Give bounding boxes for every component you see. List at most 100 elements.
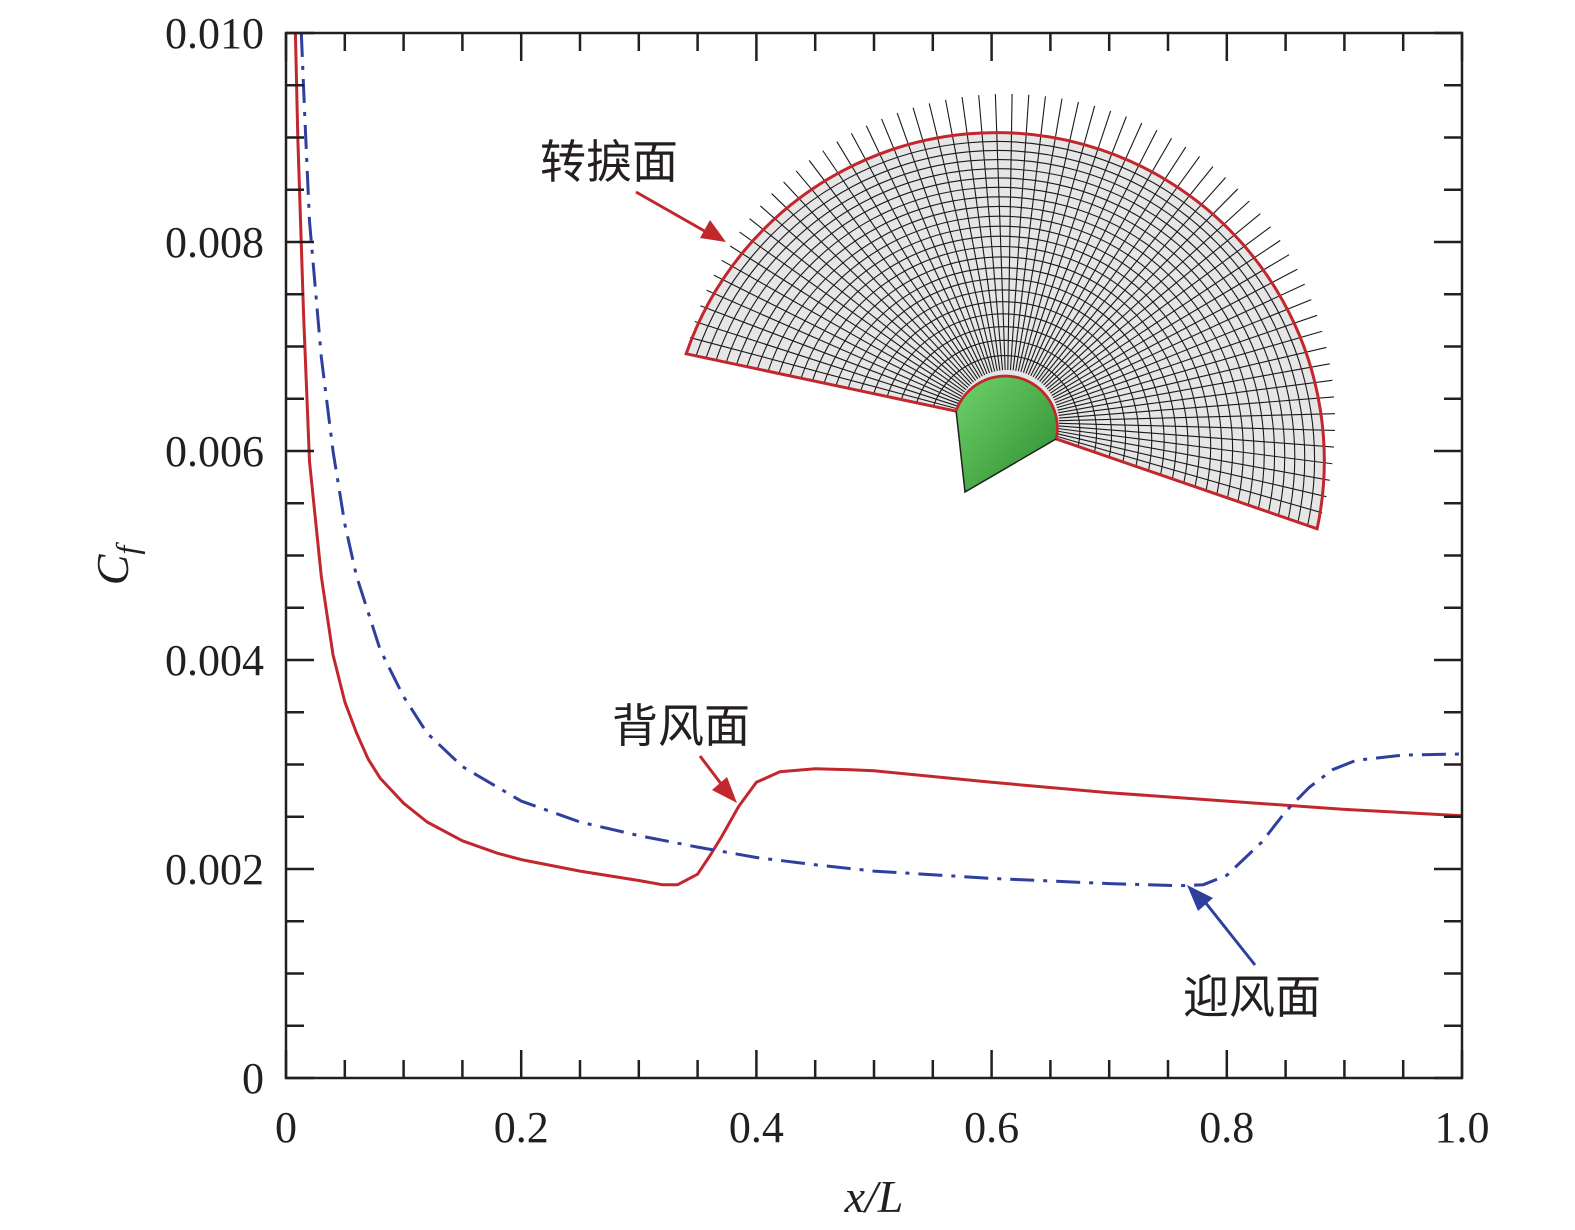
y-tick-label: 0.002 <box>165 845 264 894</box>
y-axis-ticks: 0 0.002 0.004 0.006 0.008 0.010 <box>165 9 1462 1103</box>
mesh-arc-line <box>823 256 1189 483</box>
mesh-arc-line <box>756 196 1255 506</box>
x-tick-label: 0.4 <box>729 1103 784 1152</box>
transition-surface-mesh-illustration <box>684 94 1335 531</box>
y-axis-title: Cf <box>87 542 145 586</box>
y-tick-label: 0 <box>242 1054 264 1103</box>
mesh-radial-line <box>1027 122 1143 375</box>
mesh-radial-line <box>912 107 993 373</box>
mesh-radial-line <box>1046 213 1261 390</box>
annotation-arrow-windward <box>1203 901 1257 966</box>
mesh-radial-line <box>928 103 996 372</box>
mesh-radial-line <box>1052 268 1298 399</box>
mesh-radial-line <box>1030 129 1158 376</box>
mesh-radial-line <box>1037 156 1201 381</box>
mesh-radial-line <box>1025 116 1127 374</box>
mesh-radial-line <box>945 99 998 372</box>
annotation-arrowhead-leeward <box>712 777 737 803</box>
y-tick-label: 0.006 <box>165 427 264 476</box>
mesh-radial-line <box>1055 314 1318 406</box>
mesh-arc-line <box>778 215 1234 499</box>
mesh-arc-line <box>746 186 1265 509</box>
mesh-arc-line <box>873 301 1140 467</box>
mesh-radial-line <box>1057 346 1327 411</box>
annotation-arrow-transition <box>635 190 709 235</box>
annotation-leeward: 背风面 <box>612 699 750 753</box>
mesh-radial-line <box>1032 137 1173 378</box>
x-axis-ticks: 0 0.2 0.4 0.6 0.8 1.0 <box>275 33 1490 1152</box>
y-axis-title-main: C <box>87 553 138 585</box>
mesh-arc-line <box>715 158 1296 519</box>
mesh-radial-line <box>1020 105 1096 373</box>
mesh-radial-line <box>783 181 972 385</box>
mesh-radial-line <box>1034 146 1187 379</box>
annotation-arrow-leeward <box>698 755 724 786</box>
series-line-1 <box>299 33 1462 888</box>
mesh-radial-line <box>1056 435 1323 514</box>
series-line-0 <box>293 33 1462 887</box>
mesh-arc-line <box>915 339 1097 453</box>
mesh-arc-line <box>767 205 1244 502</box>
mesh-radial-line <box>1056 330 1323 409</box>
mesh-radial-line <box>994 94 1006 371</box>
x-tick-label: 0.8 <box>1199 1103 1254 1152</box>
annotation-transition-surface: 转捩面 <box>540 135 678 189</box>
mesh-arc-line <box>835 267 1177 480</box>
mesh-arc-line <box>705 149 1306 523</box>
annotation-arrowhead-transition <box>700 220 726 242</box>
cone-base-outline <box>954 374 1059 440</box>
series-layer <box>293 33 1462 888</box>
y-tick-label: 0.008 <box>165 218 264 267</box>
mesh-radial-line <box>1058 428 1333 465</box>
mesh-radial-line <box>759 205 969 389</box>
mesh-arc-line <box>695 140 1316 526</box>
mesh-radial-line <box>713 274 961 400</box>
mesh-radial-line <box>1009 94 1030 371</box>
mesh-radial-line <box>836 141 981 378</box>
mesh-radial-line <box>1057 433 1327 498</box>
mesh-radial-line <box>1045 200 1250 388</box>
mesh-arc-line <box>886 313 1127 463</box>
y-tick-label: 0.004 <box>165 636 264 685</box>
mesh-radial-line <box>771 193 971 387</box>
mesh-radial-line <box>721 259 963 397</box>
cone-body-icon <box>955 375 1059 494</box>
annotation-arrowhead-windward <box>1187 885 1213 911</box>
mesh-radial-line <box>1058 396 1335 419</box>
mesh-radial-line <box>739 231 965 393</box>
x-tick-label: 0.6 <box>964 1103 1019 1152</box>
y-tick-label: 0.010 <box>165 9 264 58</box>
mesh-radial-line <box>1022 110 1112 373</box>
x-tick-label: 0 <box>275 1103 297 1152</box>
mesh-arc-line <box>800 235 1212 491</box>
mesh-radial-line <box>1012 96 1047 371</box>
mesh-arc-line <box>860 289 1153 471</box>
mesh-radial-line <box>1017 101 1079 372</box>
mesh-radial-line <box>1043 188 1239 386</box>
mesh-arc-line <box>847 278 1165 475</box>
mesh-radial-line <box>1015 98 1063 371</box>
mesh-radial-line <box>795 170 974 383</box>
x-tick-label: 0.2 <box>494 1103 549 1152</box>
mesh-arc-line <box>932 355 1081 447</box>
mesh-arc-line <box>735 177 1276 513</box>
annotations: 转捩面 背风面 迎风面 <box>540 135 1321 1024</box>
annotation-windward: 迎风面 <box>1183 970 1321 1024</box>
mesh-radial-line <box>1055 299 1312 404</box>
mesh-radial-line <box>1007 94 1013 371</box>
mesh-radial-line <box>1058 425 1335 448</box>
y-axis-title-subscript: f <box>109 542 145 555</box>
mesh-radial-line <box>706 289 960 402</box>
mesh-arc-line <box>900 326 1113 458</box>
x-tick-label: 1.0 <box>1435 1103 1490 1152</box>
mesh-radial-line <box>896 112 991 374</box>
mesh-arc-line <box>725 168 1286 516</box>
mesh-radial-line <box>978 95 1004 371</box>
mesh-radial-line <box>1058 363 1330 414</box>
mesh-arc-line <box>789 225 1223 495</box>
x-axis-title: x/L <box>844 1171 904 1222</box>
mesh-radial-line <box>694 320 958 407</box>
mesh-radial-line <box>1058 422 1335 431</box>
mesh-background <box>686 132 1325 529</box>
